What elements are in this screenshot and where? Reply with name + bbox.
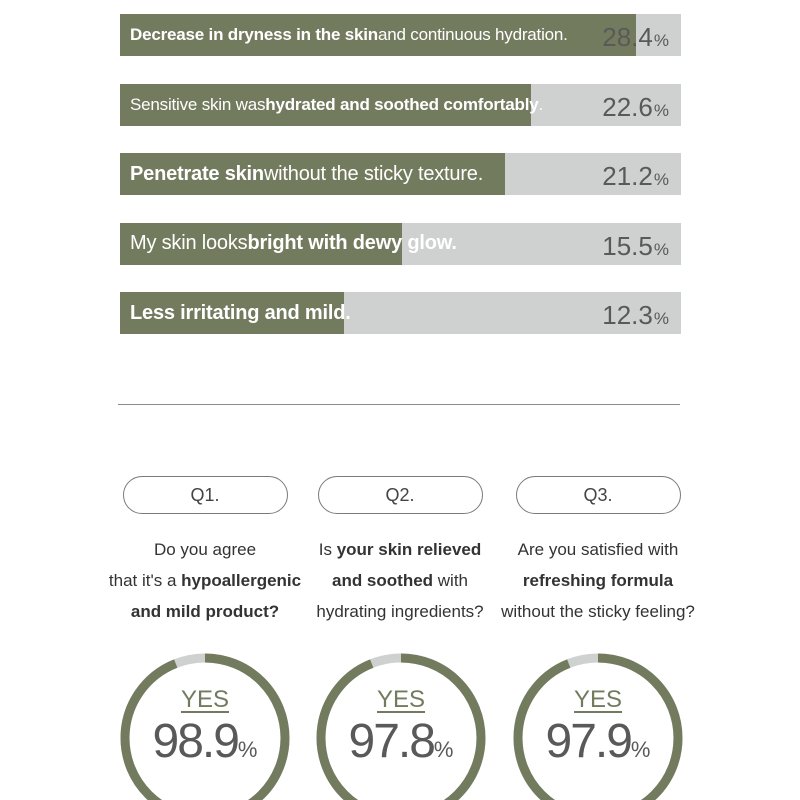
bar-value-3: 21.2% — [602, 161, 669, 191]
bar-value-4: 15.5% — [602, 230, 669, 261]
donut-2-arc — [316, 653, 486, 800]
bar-label-2: Sensitive skin was hydrated and soothed … — [130, 94, 544, 114]
section-divider — [118, 404, 680, 405]
donut-1-arc — [120, 653, 290, 800]
question-3-text: Are you satisfied with refreshing formul… — [501, 540, 695, 621]
bar-row-5: Less irritating and mild. 12.3% — [120, 292, 681, 334]
question-2-pill: Q2. — [317, 476, 483, 514]
question-3-pill: Q3. — [515, 476, 681, 514]
donut-2-ring — [316, 653, 486, 800]
bar-row-2: Sensitive skin was hydrated and soothed … — [120, 83, 681, 126]
question-3: Q3. Are you satisfied with refreshing fo… — [498, 476, 698, 627]
bar-value-1: 28.4% — [602, 22, 669, 52]
donut-3-arc — [513, 653, 683, 800]
bar-label-4: My skin looks bright with dewy glow. — [130, 232, 457, 254]
donut-1: YES 98.9% — [119, 652, 291, 800]
donut-3-value: 97.9% — [545, 715, 651, 768]
bar-row-1: Decrease in dryness in the skin and cont… — [120, 14, 681, 56]
bar-fill-3 — [120, 153, 506, 195]
question-1: Q1. Do you agree that it's a hypoallerge… — [105, 476, 305, 627]
bar-label-5: Less irritating and mild. — [130, 301, 351, 324]
question-1-pill: Q1. — [122, 476, 288, 514]
bar-label-1: Decrease in dryness in the skin and cont… — [130, 25, 568, 44]
bar-chart: Decrease in dryness in the skin and cont… — [120, 14, 681, 362]
question-2-text: Is your skin relieved and soothed with h… — [316, 540, 484, 621]
bar-row-3: Penetrate skin without the sticky textur… — [120, 153, 681, 195]
donut-1-answer: YES — [180, 686, 230, 713]
bar-fill-5 — [120, 292, 344, 334]
bar-value-5: 12.3% — [602, 300, 669, 330]
bar-fill-4 — [120, 222, 402, 265]
donut-3: YES 97.9% — [512, 652, 684, 800]
donut-3-answer: YES — [573, 686, 623, 713]
bar-label-3: Penetrate skin without the sticky textur… — [130, 162, 484, 185]
donut-1-ring — [120, 653, 290, 800]
bar-fill-2 — [120, 83, 531, 126]
donut-2: YES 97.8% — [315, 652, 487, 800]
question-1-text: Do you agree that it's a hypoallergenic … — [108, 540, 302, 621]
donut-2-value: 97.8% — [348, 715, 454, 768]
donut-2-answer: YES — [376, 686, 426, 713]
bar-row-4: My skin looks bright with dewy glow. 15.… — [120, 222, 681, 265]
donut-1-value: 98.9% — [152, 715, 258, 768]
donut-3-ring — [513, 653, 683, 800]
bar-fill-1 — [120, 14, 637, 56]
bar-value-2: 22.6% — [602, 91, 669, 122]
question-2: Q2. Is your skin relieved and soothed wi… — [300, 476, 500, 627]
